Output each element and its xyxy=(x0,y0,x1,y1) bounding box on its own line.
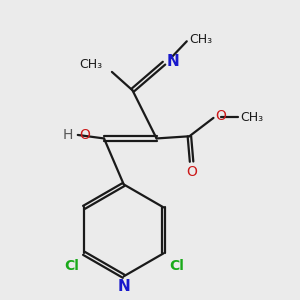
Text: CH₃: CH₃ xyxy=(189,33,212,46)
Text: Cl: Cl xyxy=(169,259,184,273)
Text: CH₃: CH₃ xyxy=(240,110,263,124)
Text: O: O xyxy=(215,109,226,123)
Text: Cl: Cl xyxy=(64,259,79,273)
Text: N: N xyxy=(167,54,180,69)
Text: CH₃: CH₃ xyxy=(80,58,103,71)
Text: O: O xyxy=(186,165,197,179)
Text: N: N xyxy=(117,278,130,293)
Text: H: H xyxy=(63,128,74,142)
Text: O: O xyxy=(79,128,90,142)
